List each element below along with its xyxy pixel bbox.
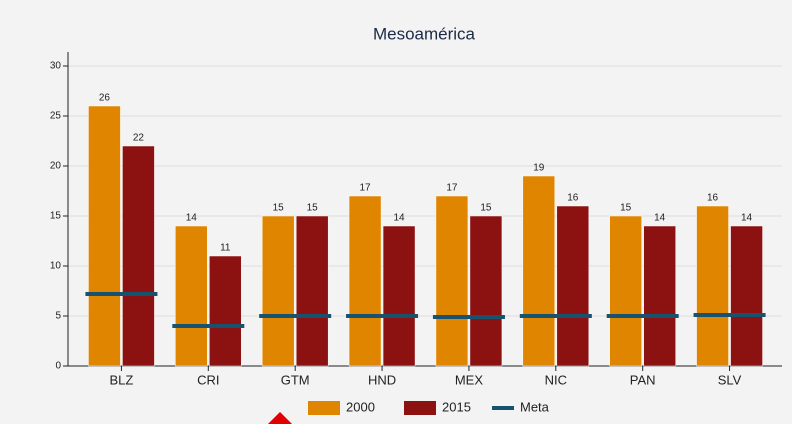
bar	[609, 215, 642, 367]
value-label: 19	[533, 163, 545, 174]
bar	[469, 215, 503, 367]
value-label: 14	[394, 213, 406, 224]
bar	[522, 175, 556, 367]
bar	[88, 105, 121, 367]
value-label: 11	[220, 243, 231, 254]
legend-swatch	[308, 401, 340, 415]
bar	[122, 145, 155, 367]
x-tick-label: BLZ	[110, 372, 134, 387]
bar	[696, 205, 729, 367]
bar	[261, 215, 295, 367]
value-label: 16	[567, 193, 579, 204]
value-label: 15	[307, 203, 319, 214]
y-tick-label: 20	[50, 161, 62, 172]
x-tick-label: SLV	[718, 372, 742, 387]
y-tick-label: 10	[50, 261, 62, 272]
bar	[348, 195, 382, 367]
x-tick-label: HND	[368, 372, 396, 387]
x-tick-label: PAN	[630, 372, 656, 387]
value-label: 14	[741, 213, 753, 224]
y-tick-label: 15	[50, 211, 62, 222]
x-tick-label: NIC	[545, 372, 567, 387]
chart-title: Mesoamérica	[373, 24, 476, 43]
value-label: 15	[480, 203, 492, 214]
y-tick-label: 0	[55, 361, 61, 372]
value-label: 16	[707, 193, 719, 204]
value-label: 22	[133, 133, 145, 144]
y-tick-label: 30	[50, 61, 62, 72]
legend-label: 2000	[346, 399, 375, 414]
value-label: 14	[654, 213, 666, 224]
bar	[643, 225, 676, 367]
bar	[556, 205, 590, 367]
value-label: 26	[99, 93, 111, 104]
value-label: 15	[620, 203, 632, 214]
y-tick-label: 25	[50, 111, 62, 122]
bar	[295, 215, 329, 367]
x-tick-label: GTM	[281, 372, 310, 387]
y-tick-label: 5	[55, 311, 61, 322]
bar	[175, 225, 208, 367]
bar	[382, 225, 416, 367]
legend-label: Meta	[520, 399, 550, 414]
value-label: 17	[360, 183, 372, 194]
bar	[435, 195, 469, 367]
value-label: 14	[186, 213, 198, 224]
value-label: 17	[446, 183, 458, 194]
x-tick-label: MEX	[455, 372, 484, 387]
legend-label: 2015	[442, 399, 471, 414]
x-tick-label: CRI	[197, 372, 219, 387]
cursor-marker	[268, 412, 292, 424]
value-label: 15	[273, 203, 285, 214]
legend-swatch	[404, 401, 436, 415]
bar	[730, 225, 763, 367]
bar	[209, 255, 242, 367]
